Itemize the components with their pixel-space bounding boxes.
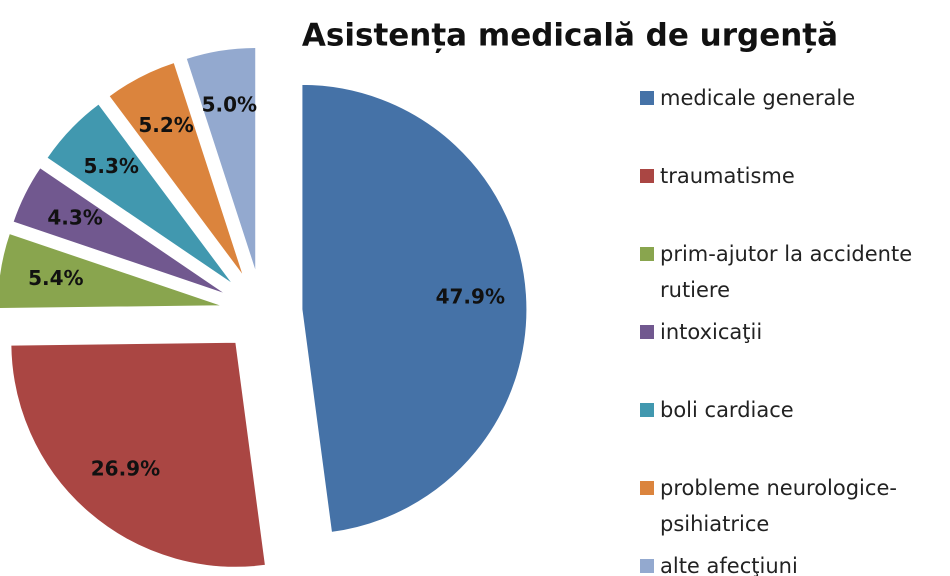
legend-item: probleme neurologice-psihiatrice (640, 470, 945, 542)
pie-slice (0, 232, 223, 310)
legend-swatch (640, 91, 654, 105)
data-label: 5.0% (202, 92, 257, 116)
pie-slice (108, 61, 245, 277)
data-label: 47.9% (436, 285, 505, 309)
legend-item: traumatisme (640, 158, 945, 194)
pie-slice (46, 103, 234, 285)
legend-label: medicale generale (660, 86, 856, 110)
legend-label: intoxicaţii (660, 320, 763, 344)
data-label: 5.4% (28, 266, 83, 290)
legend-label: alte afecţiuni (660, 554, 798, 576)
legend-item: alte afecţiuni (640, 548, 945, 576)
data-label: 26.9% (91, 456, 160, 480)
legend-item: boli cardiace (640, 392, 945, 428)
legend-swatch (640, 325, 654, 339)
data-label: 4.3% (47, 205, 102, 229)
legend-swatch (640, 559, 654, 573)
legend-item: intoxicaţii (640, 314, 945, 350)
chart-title: Asistența medicală de urgență (302, 18, 838, 54)
data-label: 5.3% (83, 154, 138, 178)
pie-slice (10, 341, 266, 568)
pie-slice (12, 167, 227, 295)
legend-label: boli cardiace (660, 398, 794, 422)
legend-label: prim-ajutor la accidente rutiere (660, 242, 913, 302)
pie-slice (301, 83, 528, 533)
legend-swatch (640, 403, 654, 417)
data-label: 5.2% (138, 113, 193, 137)
legend-swatch (640, 481, 654, 495)
legend-item: medicale generale (640, 80, 945, 116)
legend-label: traumatisme (660, 164, 795, 188)
pie-slice (185, 46, 257, 273)
legend-swatch (640, 169, 654, 183)
legend-swatch (640, 247, 654, 261)
legend-label: probleme neurologice-psihiatrice (660, 476, 897, 536)
legend-item: prim-ajutor la accidente rutiere (640, 236, 945, 308)
